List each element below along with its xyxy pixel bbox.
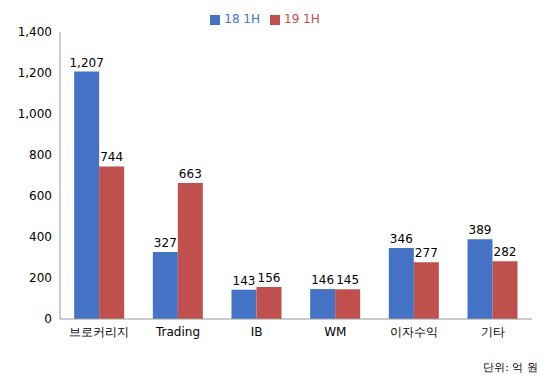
svg-text:156: 156 <box>258 271 281 285</box>
svg-text:기타: 기타 <box>481 325 505 339</box>
html-text:18 1H: 18 1H <box>224 12 260 26</box>
svg-text:400: 400 <box>29 230 52 244</box>
svg-text:WM: WM <box>324 325 346 339</box>
html-text:단위: 억 원: 단위: 억 원 <box>483 361 538 374</box>
svg-text:282: 282 <box>494 245 517 259</box>
svg-text:145: 145 <box>336 273 359 287</box>
svg-text:327: 327 <box>154 236 177 250</box>
svg-text:브로커리지: 브로커리지 <box>69 325 129 339</box>
svg-text:IB: IB <box>251 325 263 339</box>
svg-text:1,207: 1,207 <box>69 56 103 70</box>
svg-text:663: 663 <box>179 167 202 181</box>
svg-text:1,400: 1,400 <box>18 25 52 39</box>
svg-text:346: 346 <box>390 232 413 246</box>
svg-text:389: 389 <box>469 223 492 237</box>
svg-text:277: 277 <box>415 246 438 260</box>
svg-text:이자수익: 이자수익 <box>390 325 438 339</box>
svg-text:800: 800 <box>29 148 52 162</box>
svg-text:600: 600 <box>29 189 52 203</box>
svg-text:143: 143 <box>233 274 256 288</box>
svg-text:1,000: 1,000 <box>18 107 52 121</box>
html-text:19 1H: 19 1H <box>284 12 320 26</box>
svg-text:0: 0 <box>44 312 52 326</box>
svg-text:744: 744 <box>100 150 123 164</box>
svg-text:Trading: Trading <box>155 325 200 339</box>
svg-text:200: 200 <box>29 271 52 285</box>
svg-text:146: 146 <box>311 273 334 287</box>
svg-text:1,200: 1,200 <box>18 66 52 80</box>
